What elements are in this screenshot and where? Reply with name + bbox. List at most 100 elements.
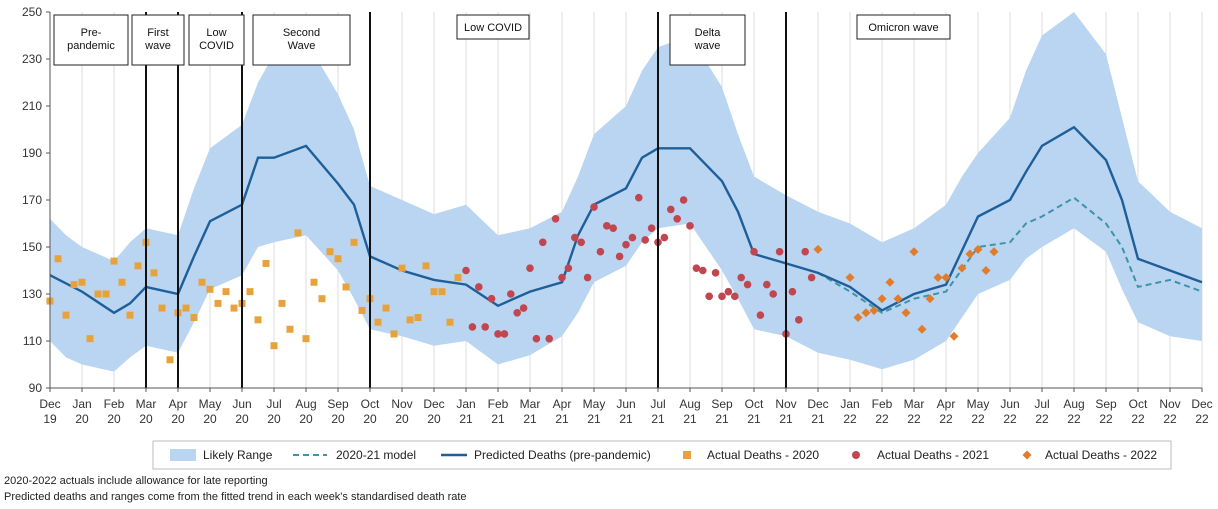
phase-box-4	[456, 14, 530, 40]
x-tick-year-16: 21	[555, 412, 569, 426]
x-tick-month-33: Sep	[1095, 397, 1117, 411]
actual-2022-point-6	[885, 277, 895, 287]
actual-2021-point-0	[462, 266, 470, 275]
actual-2020-point-45	[406, 316, 414, 324]
y-tick-label-170: 170	[22, 193, 42, 207]
actual-2021-point-46	[756, 311, 765, 319]
x-tick-year-4: 20	[171, 412, 185, 426]
actual-2020-point-3	[70, 281, 78, 289]
actual-2022-point-17	[973, 244, 983, 254]
x-tick-month-10: Oct	[361, 397, 380, 411]
actual-2021-point-54	[807, 273, 816, 282]
x-tick-year-2: 20	[107, 412, 121, 426]
phase-label-5-1: wave	[694, 40, 721, 52]
x-tick-year-15: 21	[523, 412, 537, 426]
actual-2020-point-50	[446, 318, 454, 326]
actual-2021-point-53	[801, 247, 809, 256]
actual-2021-point-47	[763, 280, 771, 289]
actual-2021-point-1	[468, 323, 477, 331]
actual-2021-point-45	[750, 247, 758, 256]
actual-2020-point-20	[206, 285, 214, 293]
actual-2020-point-35	[326, 248, 334, 256]
actual-2021-point-14	[551, 215, 560, 223]
legend-swatch-2021	[852, 451, 860, 459]
actual-2020-point-49	[438, 288, 446, 296]
actual-2021-point-52	[795, 316, 803, 324]
actual-2021-point-5	[494, 330, 502, 338]
actual-2021-point-37	[699, 266, 707, 275]
x-tick-month-28: Apr	[937, 397, 956, 411]
actual-2021-point-39	[711, 269, 720, 277]
legend-label-2020: Actual Deaths - 2020	[707, 448, 819, 462]
phase-label-5-0: Delta	[695, 27, 722, 39]
actual-2020-point-41	[374, 318, 382, 326]
actual-2020-point-7	[102, 290, 110, 298]
x-tick-month-18: Jun	[616, 397, 635, 411]
x-tick-month-32: Aug	[1063, 397, 1084, 411]
x-tick-year-31: 22	[1035, 412, 1049, 426]
actual-2020-point-25	[246, 288, 254, 296]
actual-2020-point-27	[262, 259, 270, 267]
x-tick-year-32: 22	[1067, 412, 1081, 426]
actual-2020-point-37	[342, 283, 350, 291]
x-tick-year-19: 21	[651, 412, 665, 426]
actual-2020-point-34	[318, 295, 326, 303]
actual-2021-point-27	[635, 193, 643, 202]
actual-2021-point-20	[590, 203, 598, 211]
actual-2020-point-29	[278, 299, 286, 307]
x-tick-month-6: Jun	[232, 397, 251, 411]
legend-label-predicted: Predicted Deaths (pre-pandemic)	[474, 448, 651, 462]
phase-box-1	[131, 14, 185, 66]
x-tick-month-7: Jul	[266, 397, 281, 411]
x-tick-month-11: Nov	[391, 397, 412, 411]
actual-2020-point-23	[230, 304, 238, 312]
actual-2020-point-2	[62, 311, 70, 319]
predicted-deaths-line	[49, 125, 1203, 315]
actual-2021-point-48	[769, 290, 777, 298]
x-tick-month-0: Dec	[39, 397, 60, 411]
x-tick-month-1: Jan	[72, 397, 91, 411]
actual-2020-point-11	[134, 262, 142, 270]
phase-box-5	[669, 14, 746, 66]
actual-2021-point-3	[481, 323, 490, 331]
predicted-deaths-series	[49, 125, 1203, 315]
phase-label-6-0: Omicron wave	[868, 22, 938, 34]
x-tick-month-30: Jun	[1000, 397, 1019, 411]
actual-2021-point-10	[526, 264, 534, 272]
x-tick-month-13: Jan	[456, 397, 475, 411]
actual-2020-point-36	[334, 255, 342, 263]
phase-label-4-0: Low COVID	[464, 22, 522, 34]
actual-2020-point-17	[182, 304, 190, 312]
actual-2020-point-48	[430, 288, 438, 296]
legend-swatch-band	[170, 449, 196, 461]
actual-2021-point-38	[705, 292, 713, 301]
x-tick-year-0: 19	[43, 412, 57, 426]
actual-2021-point-22	[603, 222, 611, 230]
y-tick-label-130: 130	[22, 287, 42, 301]
actual-2020-point-9	[118, 278, 126, 286]
actual-2020-point-18	[190, 314, 198, 321]
x-tick-month-27: Mar	[904, 397, 925, 411]
axes: 90110130150170190210230250Dec19Jan20Feb2…	[22, 5, 1213, 426]
phase-label-0-0: Pre-	[81, 27, 102, 39]
actual-2021-point-44	[743, 280, 752, 289]
actual-2020-point-8	[110, 257, 118, 265]
x-tick-month-21: Sep	[711, 397, 733, 411]
phase-label-1-1: wave	[144, 40, 171, 52]
actual-2021-point-8	[513, 309, 521, 317]
actual-2021-point-13	[545, 334, 553, 343]
actual-2021-point-2	[475, 283, 483, 291]
actual-2021-point-9	[519, 304, 528, 312]
legend-label-2022: Actual Deaths - 2022	[1045, 448, 1157, 462]
actual-2022-point-9	[909, 247, 919, 257]
actual-2020-point-22	[222, 288, 230, 296]
actual-2022-point-7	[893, 294, 903, 304]
actual-2021-point-17	[571, 233, 579, 242]
actual-2022-point-5	[877, 294, 887, 304]
x-tick-year-24: 21	[811, 412, 825, 426]
actual-2022-point-10	[917, 324, 927, 334]
actual-2022-point-3	[861, 308, 871, 318]
phase-label-1-0: First	[147, 27, 168, 39]
x-tick-year-28: 22	[939, 412, 953, 426]
actual-2020-point-51	[454, 274, 462, 282]
